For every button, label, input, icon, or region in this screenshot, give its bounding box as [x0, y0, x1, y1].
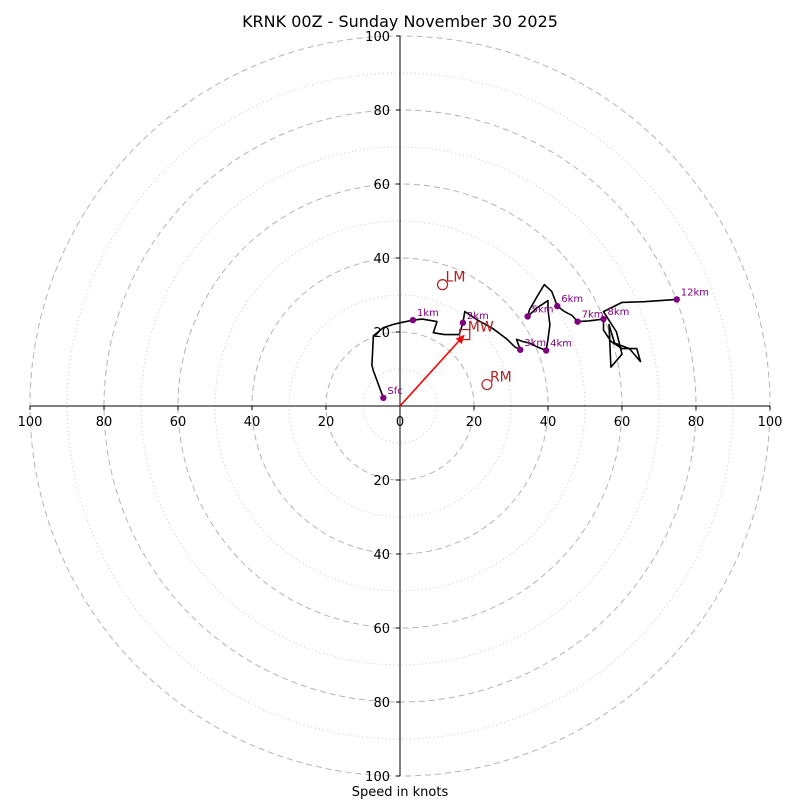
height-marker-point [554, 302, 561, 310]
hodograph-trace [371, 283, 677, 399]
height-marker-label: 2km [467, 311, 489, 322]
height-markers: Sfc 1km 2km 3km 4km 5km 6km 7km 8km 12km [380, 287, 709, 402]
y-tick-label: 60 [373, 178, 390, 193]
hodograph-line [371, 283, 677, 399]
storm-motion-label: MW [468, 320, 494, 336]
x-tick-label: 20 [466, 415, 483, 430]
y-tick-label: 100 [365, 770, 390, 785]
storm-motion-marker [481, 378, 493, 391]
x-axis-label: Speed in knots [352, 785, 449, 800]
y-tick-label: 20 [373, 474, 390, 489]
y-tick-label: 20 [373, 326, 390, 341]
height-marker-point [459, 319, 467, 326]
x-tick-label: 80 [688, 415, 705, 430]
height-marker-label: 12km [681, 287, 709, 298]
x-tick-label: 80 [96, 415, 113, 430]
height-marker-label: 8km [608, 307, 630, 318]
height-marker-label: 7km [582, 310, 604, 321]
storm-motion-marker [436, 279, 449, 291]
height-marker-label: 5km [532, 304, 554, 315]
y-tick-label: 80 [373, 104, 390, 119]
y-tick-label: 80 [373, 696, 390, 711]
height-marker-point [524, 313, 531, 320]
height-marker-point [574, 318, 581, 325]
storm-motion-label: LM [446, 270, 466, 286]
height-marker-point [673, 296, 680, 303]
mean-wind-arrow [399, 340, 460, 407]
height-marker-label: Sfc [387, 386, 402, 397]
height-marker-point [542, 347, 550, 354]
height-marker-point [600, 315, 607, 323]
height-marker-label: 3km [524, 338, 546, 349]
x-tick-label: 100 [18, 415, 43, 430]
storm-motion-marker [459, 328, 471, 341]
storm-motion-group: LM MW RM [399, 270, 512, 407]
y-tick-label: 60 [373, 622, 390, 637]
storm-motion-label: RM [490, 370, 512, 386]
y-tick-label: 100 [365, 30, 390, 45]
height-marker-label: 4km [550, 339, 572, 350]
x-tick-label: 60 [170, 415, 187, 430]
x-tick-label: 0 [396, 415, 404, 430]
height-marker-label: 6km [561, 294, 583, 305]
x-tick-label: 40 [244, 415, 261, 430]
height-marker-point [380, 394, 387, 402]
height-marker-label: 1km [417, 308, 439, 319]
height-marker-point [409, 316, 417, 324]
chart-title: KRNK 00Z - Sunday November 30 2025 [242, 12, 558, 31]
x-tick-label: 100 [758, 415, 783, 430]
x-tick-label: 20 [318, 415, 335, 430]
tick-labels: 100 80 60 40 20 0 20 40 60 80 100 100 80 60 40 20 20 40 60… [18, 30, 783, 785]
height-marker-point [517, 346, 524, 353]
x-tick-label: 40 [540, 415, 557, 430]
x-tick-label: 60 [614, 415, 631, 430]
y-tick-label: 40 [373, 252, 390, 267]
y-tick-label: 40 [373, 548, 390, 563]
